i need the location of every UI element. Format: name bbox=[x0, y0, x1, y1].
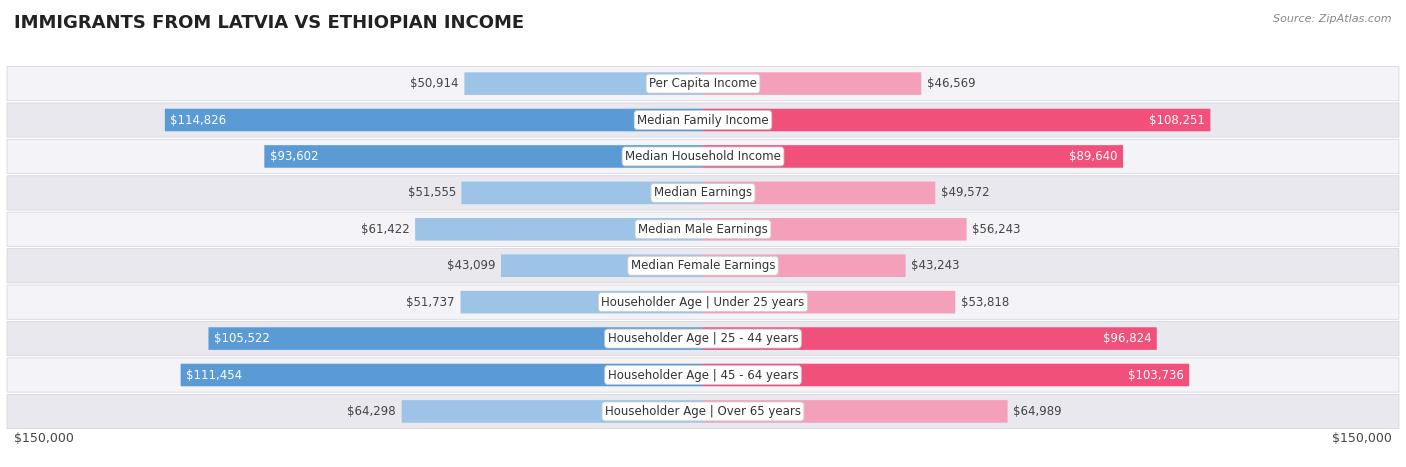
Text: $53,818: $53,818 bbox=[960, 296, 1010, 309]
Text: $50,914: $50,914 bbox=[411, 77, 458, 90]
FancyBboxPatch shape bbox=[264, 145, 703, 168]
Text: Householder Age | Over 65 years: Householder Age | Over 65 years bbox=[605, 405, 801, 418]
Text: Source: ZipAtlas.com: Source: ZipAtlas.com bbox=[1274, 14, 1392, 24]
Text: Per Capita Income: Per Capita Income bbox=[650, 77, 756, 90]
FancyBboxPatch shape bbox=[415, 218, 703, 241]
FancyBboxPatch shape bbox=[703, 364, 1189, 386]
Text: $103,736: $103,736 bbox=[1128, 368, 1184, 382]
FancyBboxPatch shape bbox=[7, 321, 1399, 356]
FancyBboxPatch shape bbox=[703, 145, 1123, 168]
FancyBboxPatch shape bbox=[703, 72, 921, 95]
Text: $43,243: $43,243 bbox=[911, 259, 960, 272]
Text: $96,824: $96,824 bbox=[1102, 332, 1152, 345]
Text: $46,569: $46,569 bbox=[927, 77, 976, 90]
FancyBboxPatch shape bbox=[7, 394, 1399, 429]
Text: $51,555: $51,555 bbox=[408, 186, 456, 199]
Text: $61,422: $61,422 bbox=[361, 223, 409, 236]
Text: $49,572: $49,572 bbox=[941, 186, 990, 199]
FancyBboxPatch shape bbox=[7, 66, 1399, 101]
Text: $105,522: $105,522 bbox=[214, 332, 270, 345]
FancyBboxPatch shape bbox=[703, 291, 955, 313]
FancyBboxPatch shape bbox=[703, 255, 905, 277]
Text: $56,243: $56,243 bbox=[972, 223, 1021, 236]
Text: $150,000: $150,000 bbox=[14, 432, 75, 446]
Text: Householder Age | 25 - 44 years: Householder Age | 25 - 44 years bbox=[607, 332, 799, 345]
FancyBboxPatch shape bbox=[402, 400, 703, 423]
FancyBboxPatch shape bbox=[7, 103, 1399, 137]
FancyBboxPatch shape bbox=[7, 212, 1399, 247]
FancyBboxPatch shape bbox=[7, 176, 1399, 210]
Text: $64,989: $64,989 bbox=[1014, 405, 1062, 418]
FancyBboxPatch shape bbox=[703, 400, 1008, 423]
Text: $93,602: $93,602 bbox=[270, 150, 318, 163]
Text: $150,000: $150,000 bbox=[1331, 432, 1392, 446]
FancyBboxPatch shape bbox=[703, 182, 935, 204]
Text: $114,826: $114,826 bbox=[170, 113, 226, 127]
Text: $108,251: $108,251 bbox=[1149, 113, 1205, 127]
Text: Median Earnings: Median Earnings bbox=[654, 186, 752, 199]
FancyBboxPatch shape bbox=[703, 327, 1157, 350]
Text: $64,298: $64,298 bbox=[347, 405, 396, 418]
Text: Median Male Earnings: Median Male Earnings bbox=[638, 223, 768, 236]
Text: Median Household Income: Median Household Income bbox=[626, 150, 780, 163]
Text: Median Female Earnings: Median Female Earnings bbox=[631, 259, 775, 272]
Text: IMMIGRANTS FROM LATVIA VS ETHIOPIAN INCOME: IMMIGRANTS FROM LATVIA VS ETHIOPIAN INCO… bbox=[14, 14, 524, 32]
FancyBboxPatch shape bbox=[180, 364, 703, 386]
Text: $89,640: $89,640 bbox=[1069, 150, 1118, 163]
FancyBboxPatch shape bbox=[165, 109, 703, 131]
FancyBboxPatch shape bbox=[7, 285, 1399, 319]
FancyBboxPatch shape bbox=[464, 72, 703, 95]
Text: $111,454: $111,454 bbox=[186, 368, 242, 382]
FancyBboxPatch shape bbox=[703, 218, 966, 241]
FancyBboxPatch shape bbox=[501, 255, 703, 277]
Text: $43,099: $43,099 bbox=[447, 259, 495, 272]
Text: Median Family Income: Median Family Income bbox=[637, 113, 769, 127]
FancyBboxPatch shape bbox=[7, 139, 1399, 174]
FancyBboxPatch shape bbox=[7, 248, 1399, 283]
FancyBboxPatch shape bbox=[461, 182, 703, 204]
FancyBboxPatch shape bbox=[7, 358, 1399, 392]
Text: $51,737: $51,737 bbox=[406, 296, 456, 309]
FancyBboxPatch shape bbox=[208, 327, 703, 350]
FancyBboxPatch shape bbox=[461, 291, 703, 313]
Text: Householder Age | Under 25 years: Householder Age | Under 25 years bbox=[602, 296, 804, 309]
FancyBboxPatch shape bbox=[703, 109, 1211, 131]
Text: Householder Age | 45 - 64 years: Householder Age | 45 - 64 years bbox=[607, 368, 799, 382]
